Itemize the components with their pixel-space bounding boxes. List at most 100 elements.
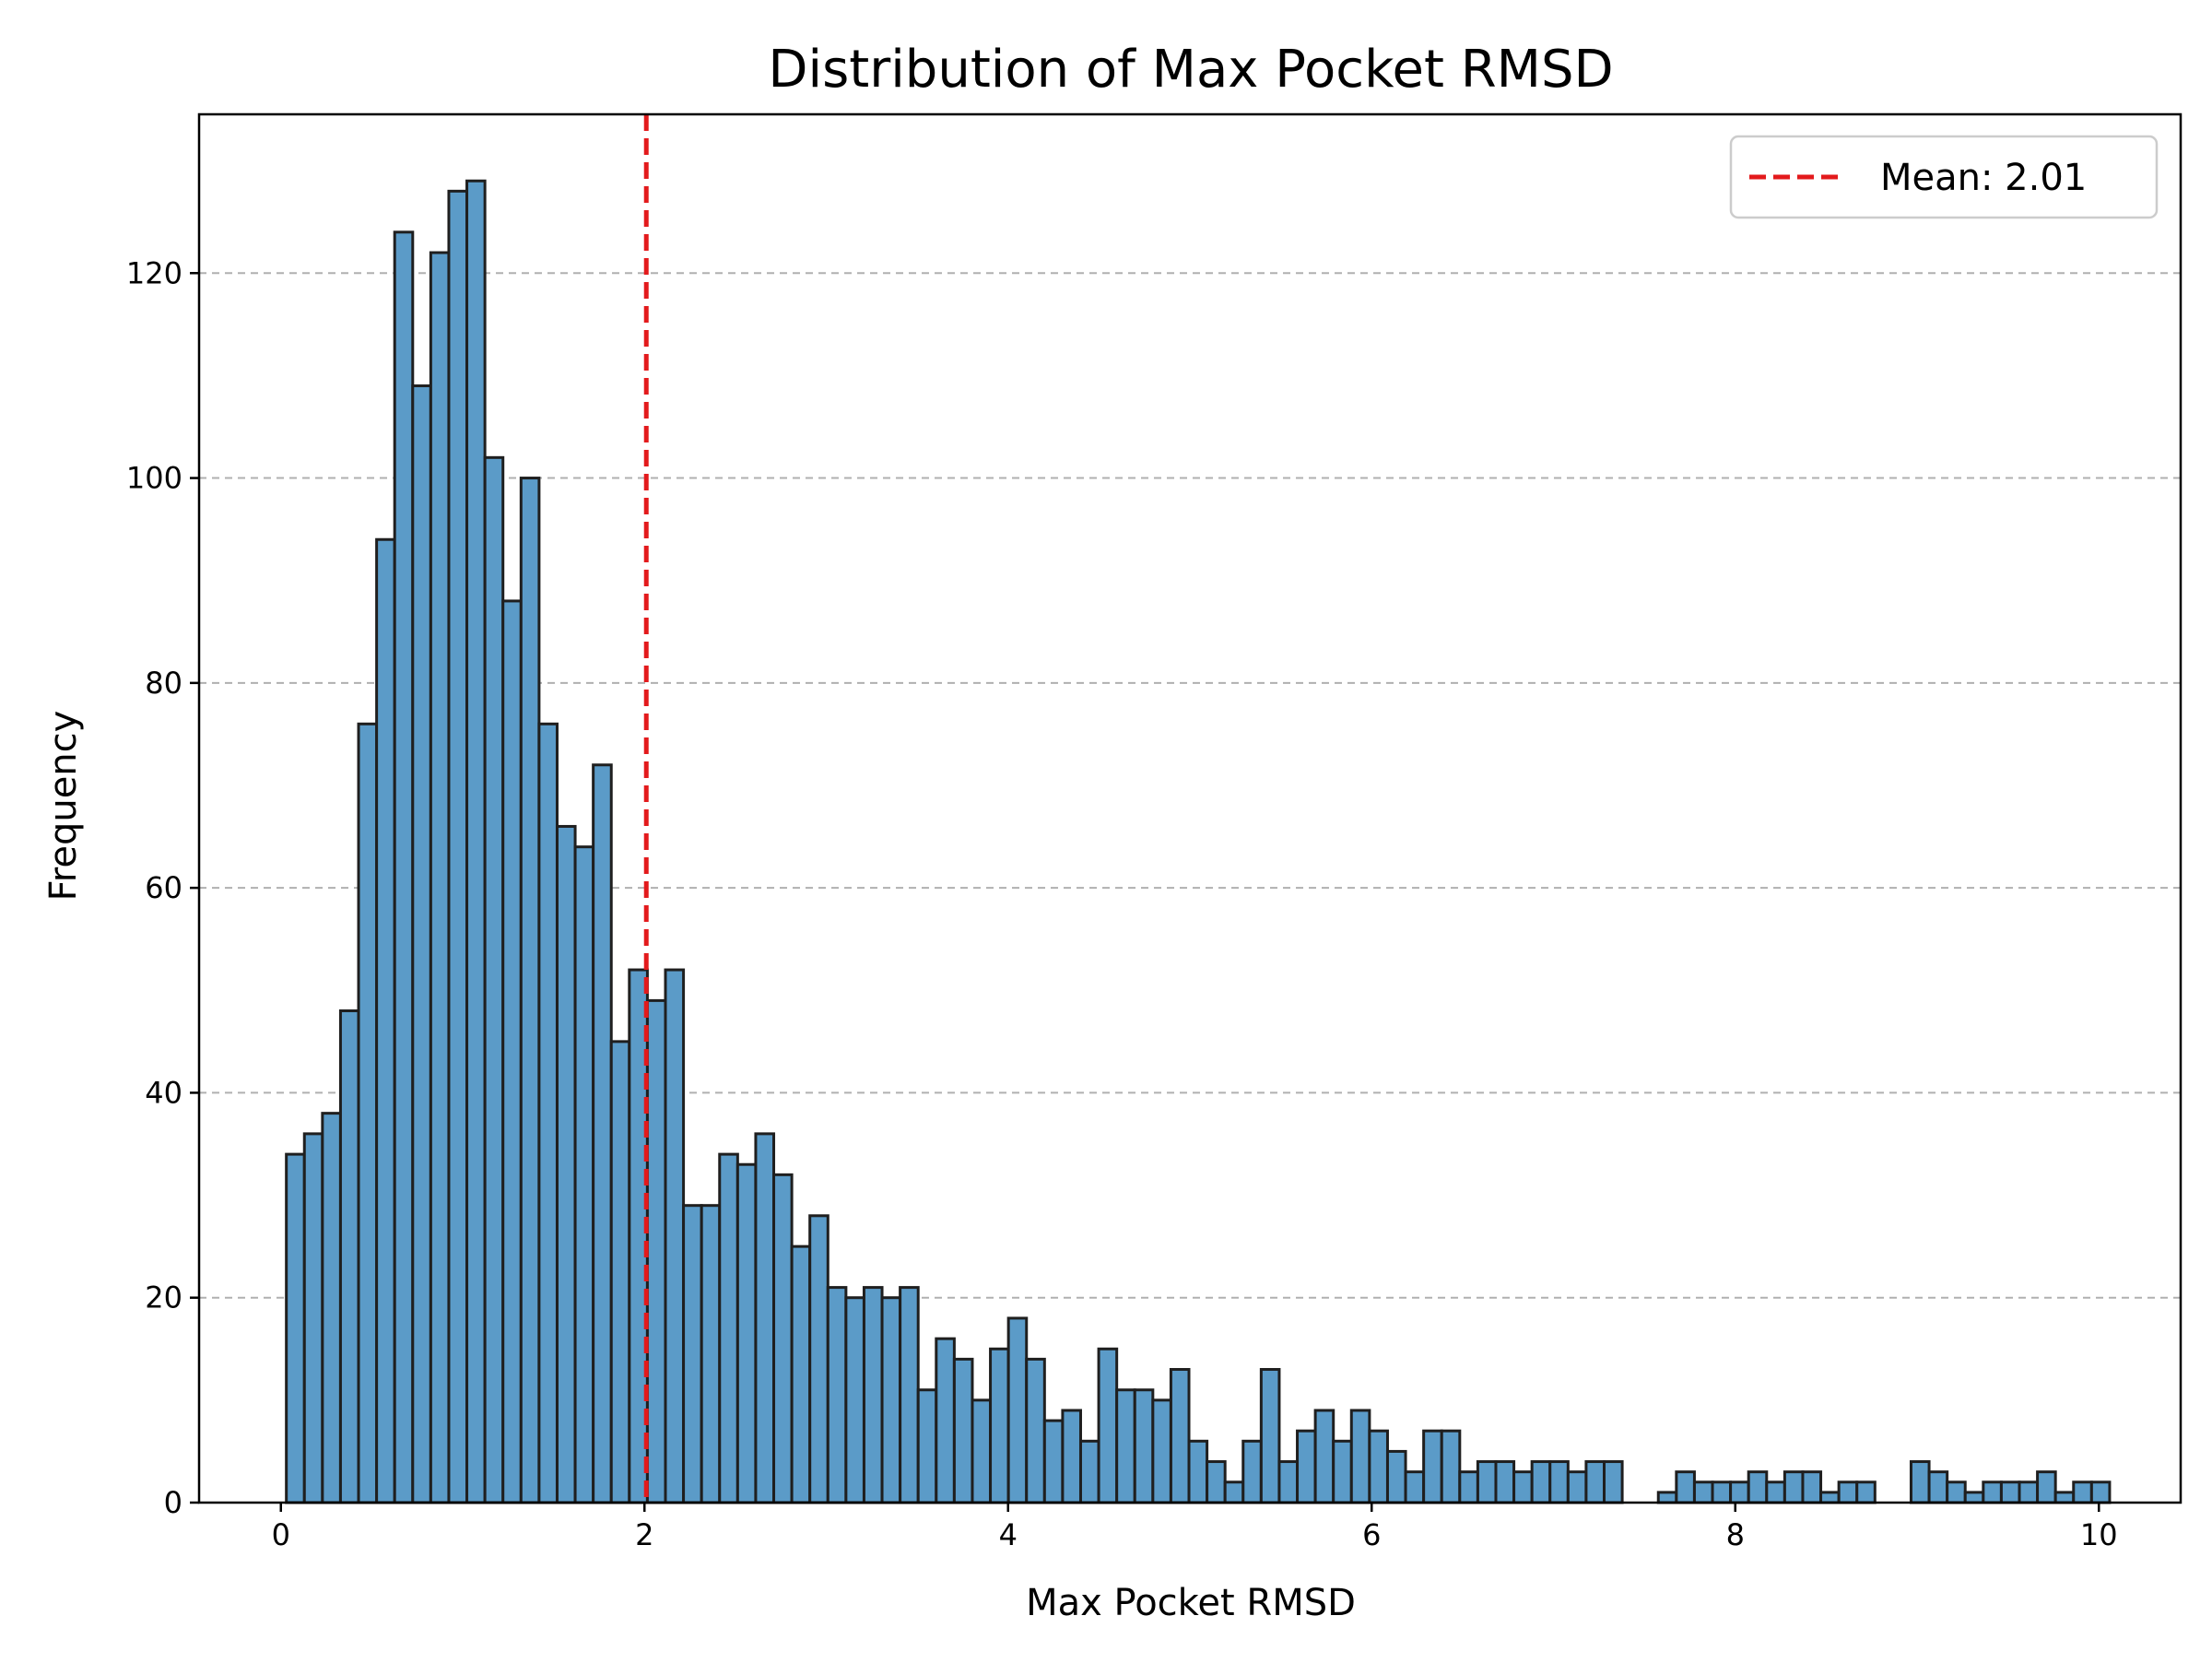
histogram-bar	[1656, 1491, 1678, 1504]
histogram-bar	[1078, 1439, 1100, 1504]
histogram-bar	[862, 1286, 884, 1504]
histogram-bar	[573, 845, 595, 1504]
x-tick-label-8: 8	[1726, 1517, 1745, 1552]
histogram-bar	[285, 1152, 306, 1504]
histogram-bar	[1313, 1409, 1335, 1504]
histogram-bar	[700, 1204, 722, 1504]
histogram-bar	[1440, 1429, 1462, 1504]
y-tick-label-100: 100	[126, 461, 182, 496]
histogram-bar	[2018, 1480, 2040, 1504]
x-tick-label-6: 6	[1362, 1517, 1381, 1552]
histogram-bar	[1206, 1460, 1227, 1504]
histogram-bar	[1855, 1480, 1877, 1504]
x-tick-label-4: 4	[999, 1517, 1018, 1552]
histogram-bar	[1548, 1460, 1570, 1504]
histogram-bar	[718, 1152, 739, 1504]
histogram-bar	[1025, 1357, 1046, 1504]
histogram-bar	[1115, 1388, 1136, 1504]
histogram-bar	[899, 1286, 920, 1504]
histogram-bar	[1061, 1409, 1082, 1504]
histogram-bar	[1603, 1460, 1624, 1504]
y-tick-label-120: 120	[126, 255, 182, 290]
legend: Mean: 2.01	[1729, 135, 2159, 219]
histogram-bar	[1909, 1460, 1931, 1504]
histogram-bar	[1169, 1368, 1191, 1504]
histogram-bar	[1837, 1480, 1859, 1504]
histogram-bar	[1223, 1480, 1245, 1504]
y-tick-label-0: 0	[164, 1485, 182, 1520]
histogram-bar	[1765, 1480, 1786, 1504]
histogram-bar	[537, 722, 559, 1504]
histogram-bars	[285, 179, 2112, 1504]
histogram-bar	[826, 1286, 848, 1504]
histogram-bar	[357, 722, 379, 1504]
histogram-bar	[772, 1173, 794, 1504]
histogram-bar	[1476, 1460, 1498, 1504]
histogram-bar	[411, 384, 432, 1504]
histogram-bar	[592, 763, 613, 1504]
histogram-bar	[1241, 1439, 1263, 1504]
chart-title: Distribution of Max Pocket RMSD	[768, 40, 1613, 100]
histogram-bar	[1277, 1460, 1300, 1504]
histogram-bar	[1801, 1470, 1823, 1504]
x-tick-label-10: 10	[2080, 1517, 2118, 1552]
histogram-bar	[2036, 1470, 2057, 1504]
y-tick-label-40: 40	[145, 1075, 182, 1110]
histogram-bar	[645, 998, 667, 1504]
histogram-bar	[1368, 1429, 1389, 1504]
histogram-bar	[735, 1162, 758, 1504]
histogram-bar	[664, 968, 686, 1504]
y-axis-label: Frequency	[42, 711, 85, 902]
histogram-bar	[1187, 1439, 1209, 1504]
histogram-bar	[952, 1357, 974, 1504]
histogram-bar	[2089, 1480, 2112, 1504]
histogram-bar	[1404, 1470, 1426, 1504]
histogram-bar	[844, 1296, 865, 1504]
histogram-bar	[1927, 1470, 1949, 1504]
legend-label-mean: Mean: 2.01	[1880, 157, 2087, 199]
histogram-bar	[2072, 1480, 2093, 1504]
histogram-bar	[393, 230, 415, 1504]
histogram-bar	[1332, 1439, 1353, 1504]
histogram-bar	[429, 251, 451, 1504]
legend-box	[1729, 135, 2159, 219]
x-tick-label-2: 2	[635, 1517, 653, 1552]
histogram-bar	[519, 477, 541, 1504]
y-tick-label-20: 20	[145, 1280, 182, 1315]
histogram-bar	[1422, 1429, 1443, 1504]
histogram-bar	[1385, 1449, 1407, 1504]
histogram-bar	[1675, 1470, 1696, 1504]
histogram-bar	[1458, 1470, 1479, 1504]
histogram-bar	[1692, 1480, 1714, 1504]
histogram-bar	[1259, 1368, 1281, 1504]
y-tick-label-60: 60	[145, 870, 182, 905]
histogram-bar	[935, 1337, 956, 1504]
histogram-bar	[1783, 1470, 1805, 1504]
y-axis-ticks: 0 20 40 60 80 100 120	[126, 255, 199, 1520]
histogram-bar	[1982, 1480, 2003, 1504]
axes-frame	[197, 112, 2183, 1504]
histogram-bar	[1530, 1460, 1552, 1504]
histogram-bar	[1963, 1491, 1985, 1504]
histogram-bar	[1151, 1398, 1172, 1504]
histogram-bar	[1006, 1316, 1029, 1504]
histogram-bar	[754, 1132, 776, 1504]
histogram-bar	[555, 824, 577, 1504]
histogram-bar	[971, 1398, 993, 1504]
histogram-bar	[1729, 1480, 1750, 1504]
histogram-bar	[338, 1009, 360, 1504]
histogram-bar	[447, 189, 469, 1504]
histogram-bar	[465, 179, 487, 1504]
histogram-bar	[1711, 1480, 1733, 1504]
histogram-bar	[989, 1347, 1010, 1504]
histogram-bar	[1133, 1388, 1155, 1504]
histogram-bar	[1042, 1419, 1065, 1504]
histogram-bar	[375, 537, 396, 1504]
histogram-bar	[880, 1296, 902, 1504]
histogram-bar	[1946, 1480, 1967, 1504]
histogram-bar	[2053, 1491, 2076, 1504]
histogram-bar	[916, 1388, 938, 1504]
histogram-bar	[1566, 1470, 1588, 1504]
